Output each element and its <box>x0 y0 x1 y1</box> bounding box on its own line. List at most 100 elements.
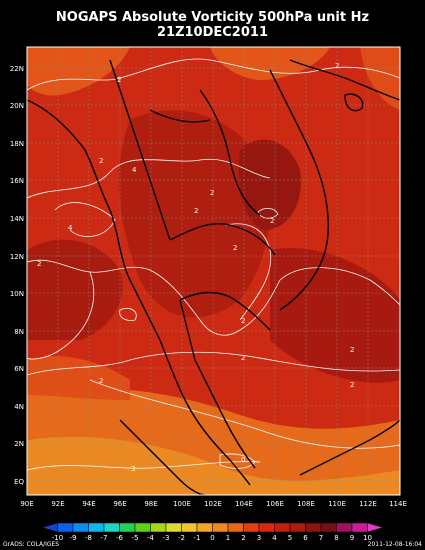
lon-tick-label: 102E <box>204 500 222 508</box>
colorbar-tick-label: 4 <box>272 534 277 542</box>
title-line-2: 21Z10DEC2011 <box>156 25 268 40</box>
coastlines <box>27 59 400 495</box>
colorbar-swatch <box>274 522 291 533</box>
lon-tick-label: 110E <box>328 500 346 508</box>
map-title: NOGAPS Absolute Vorticity 500hPa unit Hz… <box>0 10 425 40</box>
lat-tick-label: EQ <box>14 478 24 486</box>
contour-lines <box>27 58 400 471</box>
lon-axis: 90E 92E 94E 96E 98E 100E 102E 104E 106E … <box>20 500 407 508</box>
contour-label: 4 <box>68 224 73 232</box>
contour-label: 2 <box>350 346 354 354</box>
colorbar-tick-label: -1 <box>194 534 201 542</box>
colorbar-tick-label: -3 <box>163 534 170 542</box>
lon-tick-label: 98E <box>144 500 157 508</box>
colorbar-swatch <box>150 522 167 533</box>
colorbar-tick-label: -9 <box>70 534 77 542</box>
footer-timestamp: 2011-12-08-16:04 <box>367 541 422 548</box>
colorbar-tick-label: 7 <box>319 534 323 542</box>
colorbar-swatch <box>351 522 368 533</box>
lat-axis: 22N 20N 18N 16N 14N 12N 10N 8N 6N 4N 2N … <box>10 65 25 486</box>
colorbar-tick-label: -10 <box>52 534 63 542</box>
lat-tick-label: 2N <box>14 440 24 448</box>
colorbar-swatch <box>103 522 120 533</box>
colorbar-swatch <box>320 522 337 533</box>
contour-label: 2 <box>37 260 41 268</box>
footer-credit: GrADS: COLA/IGES <box>3 541 60 548</box>
contour-label: 2 <box>210 189 214 197</box>
field-orange-sw <box>27 356 130 400</box>
lon-tick-label: 92E <box>51 500 64 508</box>
colorbar-swatch <box>165 522 182 533</box>
colorbar-swatch <box>289 522 306 533</box>
colorbar-swatch <box>88 522 105 533</box>
colorbar-swatch <box>243 522 260 533</box>
field-orange-n <box>210 47 330 80</box>
contour-label: 2 <box>194 207 198 215</box>
lat-tick-label: 16N <box>10 177 24 185</box>
colorbar-swatch <box>258 522 275 533</box>
contour-label: 2 <box>241 354 245 362</box>
colorbar-tick-label: -8 <box>85 534 92 542</box>
lon-tick-label: 94E <box>82 500 95 508</box>
lat-tick-label: 22N <box>10 65 24 73</box>
colorbar-tick-label: 6 <box>303 534 308 542</box>
lat-tick-label: 20N <box>10 102 24 110</box>
lat-tick-label: 4N <box>14 403 24 411</box>
lat-tick-label: 14N <box>10 215 24 223</box>
contour-label: 3 <box>131 465 135 473</box>
lat-tick-label: 18N <box>10 140 24 148</box>
colorbar-tick-label: 3 <box>257 534 261 542</box>
lon-tick-label: 100E <box>173 500 191 508</box>
contour-label: 2 <box>270 217 274 225</box>
colorbar-tick-label: -7 <box>101 534 108 542</box>
colorbar-tick-label: 9 <box>350 534 354 542</box>
contour-label: 2 <box>241 317 245 325</box>
field-darkest <box>238 139 301 230</box>
title-line-1: NOGAPS Absolute Vorticity 500hPa unit Hz <box>55 10 370 25</box>
colorbar-tick-label: 0 <box>210 534 214 542</box>
field-dark-west <box>27 239 123 340</box>
field-dark-center <box>119 110 271 318</box>
colorbar-tick-label: 1 <box>226 534 230 542</box>
colorbar-swatch <box>336 522 353 533</box>
lon-tick-label: 96E <box>113 500 126 508</box>
contour-label: 2 <box>233 244 237 252</box>
vorticity-field <box>27 47 400 495</box>
lat-tick-label: 6N <box>14 365 24 373</box>
field-dark-east <box>270 248 400 383</box>
lon-tick-label: 104E <box>235 500 253 508</box>
colorbar-swatch <box>212 522 229 533</box>
colorbar-tick-label: 5 <box>288 534 292 542</box>
lat-tick-label: 8N <box>14 328 24 336</box>
lon-tick-label: 90E <box>20 500 33 508</box>
colorbar-swatch <box>57 522 74 533</box>
colorbar-swatch <box>181 522 198 533</box>
colorbar-swatch <box>41 522 58 533</box>
colorbar-tick-label: -2 <box>178 534 185 542</box>
contour-label-group: 2 2 2 4 4 2 2 2 2 2 2 2 2 2 2 0 3 <box>37 62 354 473</box>
colorbar-tick-label: 2 <box>241 534 245 542</box>
plot-frame <box>26 46 401 496</box>
colorbar-swatch <box>367 522 384 533</box>
contour-label: 4 <box>132 166 137 174</box>
colorbar-tick-label: -5 <box>132 534 139 542</box>
colorbar-tick-label: 8 <box>334 534 338 542</box>
contour-label: 2 <box>99 377 103 385</box>
contour-label: 2 <box>99 157 103 165</box>
colorbar-swatch <box>305 522 322 533</box>
colorbar-swatch <box>227 522 244 533</box>
lat-tick-label: 12N <box>10 253 24 261</box>
lon-tick-label: 108E <box>297 500 315 508</box>
colorbar-swatch <box>196 522 213 533</box>
colorbar-tick-label: 10 <box>363 534 372 542</box>
lon-tick-label: 106E <box>266 500 284 508</box>
colorbar-swatch <box>134 522 151 533</box>
contour-label: 2 <box>335 62 339 70</box>
field-orange-nw <box>27 47 130 96</box>
colorbar-tick-label: -6 <box>116 534 124 542</box>
field-orange-ne <box>360 47 400 110</box>
colorbar: -10 -9 -8 -7 -6 -5 -4 -3 -2 -1 0 1 2 3 4 5 6 7 8 9 10 <box>41 522 384 542</box>
lon-tick-label: 112E <box>359 500 377 508</box>
lon-tick-label: 114E <box>389 500 407 508</box>
